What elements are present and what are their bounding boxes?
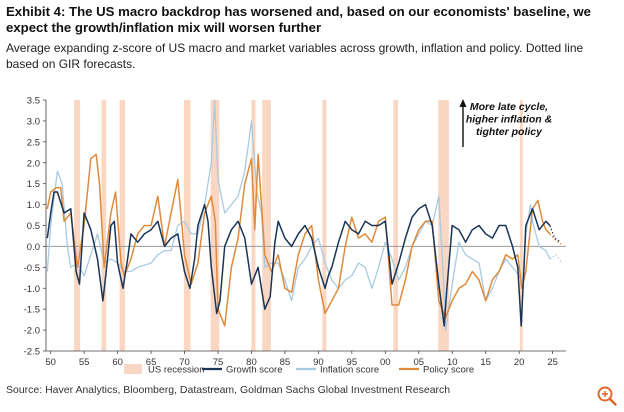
policy-score-line (46, 153, 551, 327)
recession-band-9 (393, 100, 399, 351)
growth-score-forecast-line (549, 225, 561, 243)
x-tick-label: 95 (347, 357, 358, 368)
recession-band-8 (322, 100, 327, 351)
source-note: Source: Haver Analytics, Bloomberg, Data… (6, 384, 451, 396)
recession-band-7 (262, 100, 271, 351)
inflation-score-forecast-line (549, 254, 563, 264)
recession-band-2 (101, 100, 107, 351)
x-tick-label: 55 (79, 357, 90, 368)
x-tick-label: 25 (547, 357, 558, 368)
y-tick-label: 3.0 (27, 116, 40, 127)
y-tick-label: -1.0 (24, 284, 40, 295)
y-tick-label: -0.5 (24, 263, 40, 274)
x-tick-label: 05 (413, 357, 424, 368)
growth-score-line (46, 191, 551, 327)
recession-band-1 (74, 100, 81, 351)
legend-label: US recession (148, 365, 205, 376)
y-tick-label: 1.5 (27, 179, 40, 190)
y-tick-label: -2.0 (24, 326, 40, 337)
y-tick-label: 1.0 (27, 200, 40, 211)
legend-label: Growth score (226, 365, 283, 376)
recession-band-10 (438, 100, 449, 351)
chart-subtitle: Average expanding z-score of US macro an… (6, 41, 584, 71)
x-tick-label: 10 (447, 357, 458, 368)
recession-band-3 (119, 100, 125, 351)
recession-band-6 (251, 100, 256, 351)
legend-swatch-recession (124, 364, 142, 374)
annotation-text: More late cycle, higher inflation & tighte… (466, 101, 552, 138)
y-tick-label: 2.0 (27, 158, 40, 169)
recession-band-11 (519, 100, 523, 351)
x-tick-label: 50 (45, 357, 56, 368)
x-tick-label: 60 (112, 357, 123, 368)
y-tick-label: 3.5 (27, 96, 40, 107)
x-tick-label: 20 (514, 357, 525, 368)
x-tick-label: 85 (280, 357, 291, 368)
x-tick-label: 80 (246, 357, 257, 368)
chart-title: Exhibit 4: The US macro backdrop has wor… (6, 4, 591, 35)
x-tick-label: 15 (480, 357, 491, 368)
x-tick-label: 65 (146, 357, 157, 368)
y-tick-label: 2.5 (27, 137, 40, 148)
policy-score-forecast-line (549, 233, 562, 245)
inflation-score-line (46, 99, 551, 331)
x-tick-label: 90 (313, 357, 324, 368)
zoom-in-icon[interactable] (596, 385, 618, 407)
y-tick-label: 0.5 (27, 221, 40, 232)
x-tick-label: 70 (179, 357, 190, 368)
annotation-arrow-head (459, 99, 467, 107)
y-tick-label: -1.5 (24, 305, 40, 316)
legend-label: Inflation score (320, 365, 379, 376)
legend-label: Policy score (423, 365, 474, 376)
y-tick-label: 0.0 (27, 242, 40, 253)
y-tick-label: -2.5 (24, 347, 40, 358)
x-tick-label: 75 (213, 357, 224, 368)
x-tick-label: 00 (380, 357, 391, 368)
